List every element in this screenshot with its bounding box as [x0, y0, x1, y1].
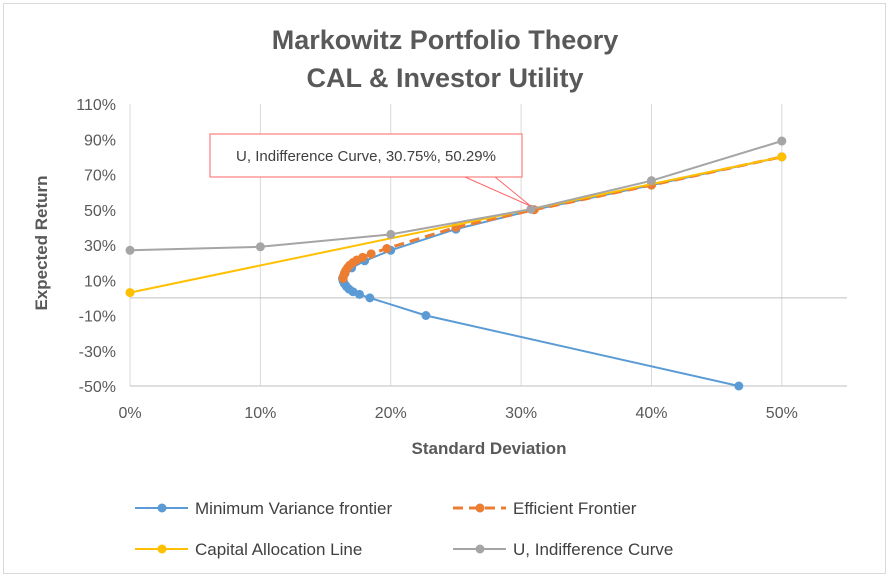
chart-title-line-1: Markowitz Portfolio Theory: [272, 25, 619, 55]
data-point: [255, 242, 265, 252]
x-tick-label: 10%: [244, 405, 276, 422]
series-2: [125, 152, 787, 298]
y-tick-label: 70%: [84, 168, 116, 185]
x-axis-label: Standard Deviation: [412, 439, 567, 458]
chart-title-line-2: CAL & Investor Utility: [306, 63, 583, 93]
data-point: [777, 152, 787, 162]
x-tick-label: 40%: [635, 405, 667, 422]
x-tick-label: 20%: [375, 405, 407, 422]
callout-box: [209, 133, 523, 178]
series-0: [337, 152, 787, 391]
data-point: [734, 381, 744, 391]
legend-swatch-marker: [475, 503, 485, 513]
series-group: [125, 136, 787, 391]
data-point: [421, 311, 431, 320]
callout-label: U, Indifference Curve, 30.75%, 50.29%: [236, 148, 496, 165]
data-point: [358, 252, 368, 262]
legend-label: U, Indifference Curve: [513, 540, 673, 559]
y-tick-labels: 110% 90% 70% 50% 30% 10% -10% -30% -50%: [76, 97, 116, 396]
series-line: [129, 140, 783, 252]
y-tick-label: 10%: [84, 273, 116, 290]
data-point: [386, 229, 396, 239]
data-point: [382, 244, 392, 254]
data-point: [777, 136, 787, 146]
data-point: [646, 176, 656, 186]
y-tick-label: 90%: [84, 132, 116, 149]
legend-label: Minimum Variance frontier: [195, 499, 392, 518]
x-tick-label: 30%: [505, 405, 537, 422]
legend-swatch-marker: [157, 503, 167, 513]
x-tick-label: 50%: [766, 405, 798, 422]
y-tick-label: 110%: [76, 97, 116, 114]
y-tick-label: -30%: [79, 344, 116, 361]
y-axis-label: Expected Return: [32, 175, 51, 310]
y-tick-label: -50%: [79, 379, 116, 396]
legend-swatch-marker: [475, 544, 485, 554]
series-line: [129, 155, 783, 294]
legend-label: Capital Allocation Line: [195, 540, 362, 559]
data-point: [365, 293, 375, 303]
data-point: [526, 204, 536, 214]
series-3: [125, 136, 787, 255]
data-callout: U, Indifference Curve, 30.75%, 50.29%: [209, 133, 532, 207]
legend-label: Efficient Frontier: [513, 499, 637, 518]
legend: Minimum Variance frontier Efficient Front…: [135, 499, 673, 559]
y-tick-label: 30%: [84, 238, 116, 255]
data-point: [125, 245, 135, 255]
data-point: [125, 288, 135, 298]
series-line: [341, 155, 783, 387]
data-point: [366, 249, 376, 259]
x-tick-labels: 0% 10% 20% 30% 40% 50%: [118, 405, 797, 422]
legend-swatch-marker: [157, 544, 167, 554]
y-tick-label: -10%: [79, 309, 116, 326]
y-tick-label: 50%: [84, 203, 116, 220]
x-tick-label: 0%: [118, 405, 141, 422]
